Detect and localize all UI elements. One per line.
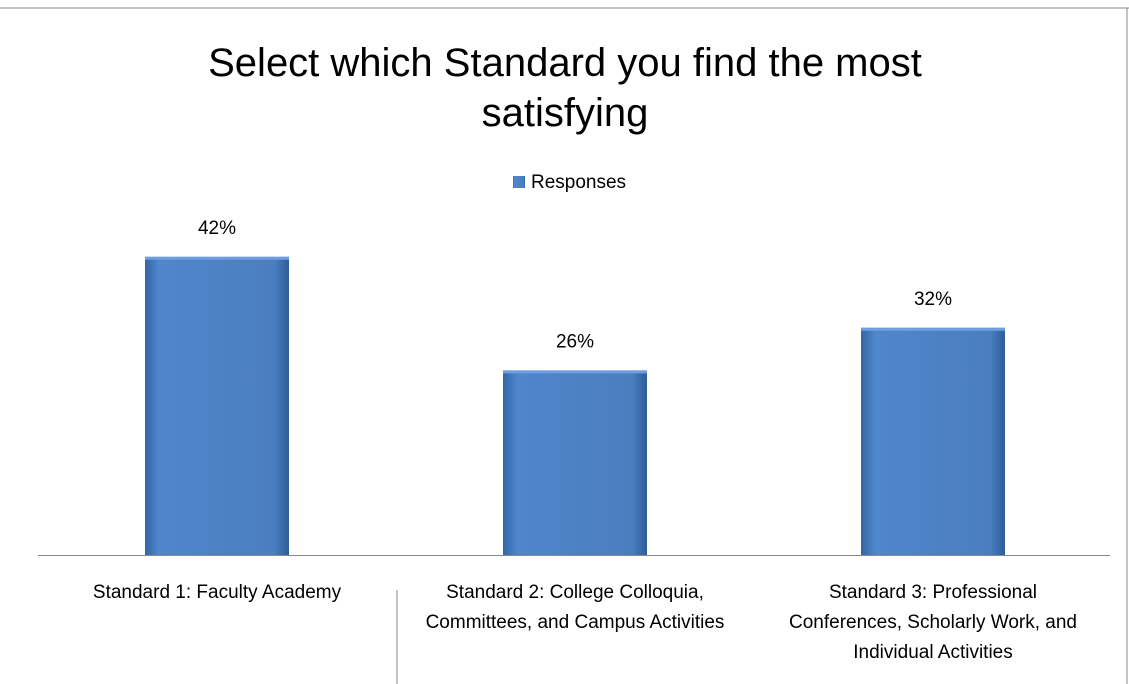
bar [145,256,289,555]
legend-swatch [513,176,525,188]
data-label: 32% [914,289,952,310]
x-tick-label: Standard 2: College Colloquia, Committee… [425,582,725,633]
chart-title: Select which Standard you find the most … [208,41,922,135]
data-label: 42% [198,218,236,239]
bar [861,327,1005,555]
x-tick-label: Standard 3: Professional Conferences, Sc… [789,582,1077,663]
data-label: 26% [556,331,594,352]
bar [503,370,647,555]
bar-top [503,370,647,374]
bar-top [861,327,1005,331]
legend-label: Responses [531,172,626,193]
bar-top [145,256,289,260]
x-tick-label: Standard 1: Faculty Academy [92,582,342,603]
